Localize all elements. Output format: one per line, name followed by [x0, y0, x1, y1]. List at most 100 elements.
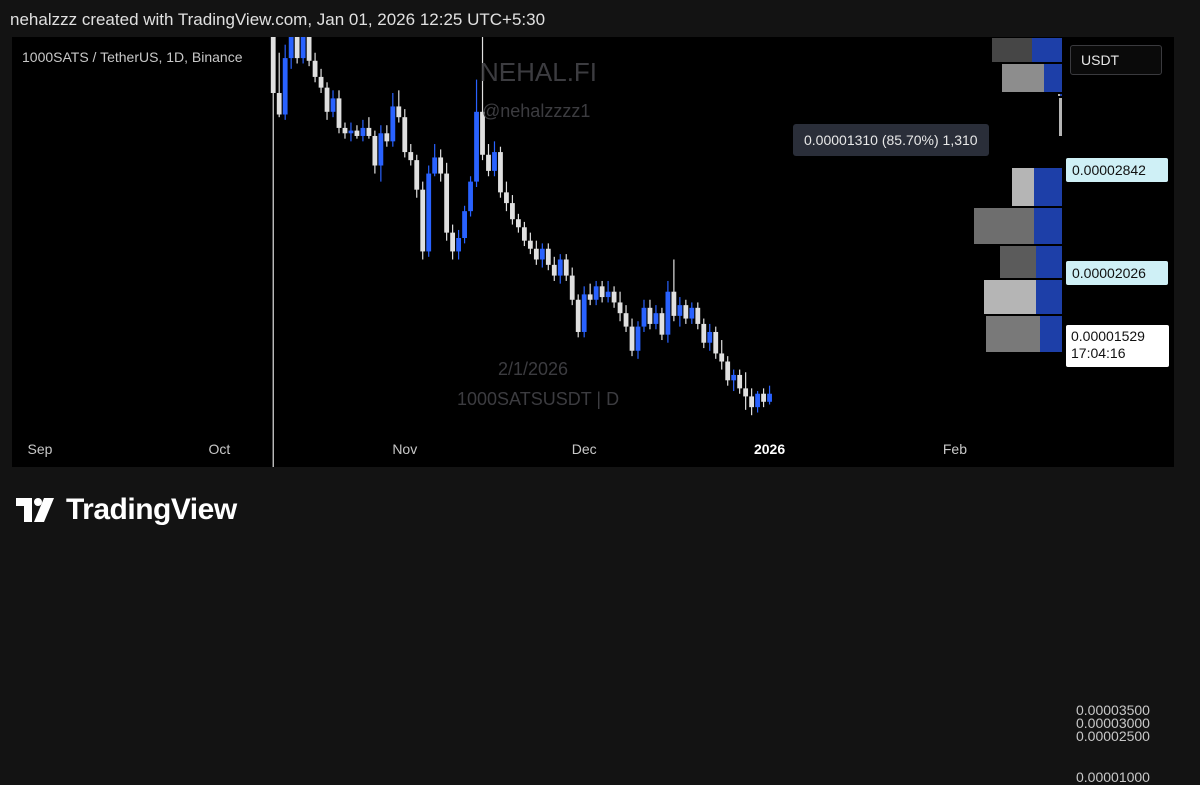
chart-panel[interactable]: NEHAL.FI @nehalzzzz1 2/1/2026 1000SATSUS… [12, 37, 1062, 467]
candle-body [336, 98, 342, 128]
candle [611, 286, 617, 308]
candle-body [462, 211, 467, 239]
candle [761, 388, 766, 408]
tradingview-logo[interactable]: TradingView [16, 490, 237, 530]
volume-profile-bar-down [974, 208, 1034, 244]
volume-profile-bar-down [984, 280, 1036, 314]
volume-profile-bar-down [1059, 98, 1062, 136]
candle-body [276, 93, 282, 115]
candle-body [486, 154, 491, 171]
volume-profile-bar-down [986, 316, 1040, 352]
candle [492, 141, 497, 177]
candle [707, 323, 713, 351]
candle-body [480, 111, 485, 155]
measure-label: 0.00001310 (85.70%) 1,310 [793, 124, 989, 156]
candle-body [635, 326, 641, 351]
candle-body [288, 37, 294, 59]
candle-body [545, 248, 551, 265]
candle [360, 119, 366, 142]
candle [288, 37, 294, 69]
price-chart-plot[interactable] [12, 37, 1062, 467]
price-label-lower: 0.00002026 [1066, 261, 1168, 285]
watermark-date: 2/1/2026 [498, 359, 569, 379]
candle-body [444, 173, 450, 233]
volume-profile-bar-down [992, 38, 1032, 62]
candle [366, 117, 372, 139]
candle-body [629, 326, 635, 351]
candle [486, 144, 491, 177]
candle [312, 52, 318, 83]
current-price-value: 0.00001529 [1071, 328, 1145, 344]
candle [348, 122, 354, 142]
candle [521, 221, 527, 247]
candle-body [719, 353, 725, 362]
candle-body [731, 374, 737, 381]
candle [767, 385, 772, 405]
candle-body [438, 157, 444, 174]
candle-body [270, 37, 276, 94]
candle [587, 283, 593, 306]
candle [438, 149, 444, 182]
price-label-upper: 0.00002842 [1066, 158, 1168, 182]
currency-selector-button[interactable]: USDT [1070, 45, 1162, 75]
candle [468, 176, 473, 217]
candle [474, 79, 479, 187]
candle [689, 302, 695, 324]
candle [516, 213, 521, 233]
candle-body [725, 361, 731, 381]
candle [276, 52, 282, 118]
candle [318, 68, 324, 94]
candle-body [498, 152, 503, 193]
x-axis-tick: Nov [392, 441, 418, 457]
candle [539, 243, 545, 268]
candle-body [354, 130, 360, 136]
candle-body [755, 393, 760, 408]
candle [300, 37, 306, 64]
candle-body [623, 313, 629, 327]
candle [755, 391, 760, 413]
candle-body [563, 259, 569, 276]
candle [557, 254, 563, 284]
candle [713, 326, 719, 359]
candle [282, 44, 288, 120]
symbol-legend[interactable]: 1000SATS / TetherUS, 1D, Binance [22, 49, 243, 65]
candle [372, 130, 378, 174]
candle [647, 299, 653, 330]
candle-body [749, 396, 755, 408]
candle [701, 318, 707, 349]
candle-body [414, 160, 420, 190]
candle-body [683, 305, 689, 319]
candle-body [677, 305, 683, 316]
candle-body [713, 331, 719, 354]
candle [635, 321, 641, 359]
candle-body [360, 127, 366, 136]
price-scale[interactable]: USDT 0.00003500 0.00003000 0.00002500 0.000… [1062, 37, 1174, 785]
candle [659, 307, 665, 341]
watermark-title: NEHAL.FI [480, 57, 598, 87]
candle [617, 291, 623, 322]
candle-body [342, 127, 348, 134]
candle-body [390, 106, 396, 142]
candle-body [671, 291, 677, 316]
candle-body [695, 307, 701, 324]
volume-profile-bar-up [1036, 280, 1062, 314]
candle-body [324, 87, 330, 112]
footer-brand-text: TradingView [66, 493, 237, 526]
volume-profile-bar-down [1002, 64, 1044, 92]
candle [665, 280, 671, 343]
volume-profile-bar-down [1012, 168, 1034, 206]
candle-body [384, 133, 390, 142]
candle [551, 256, 557, 281]
candle-body [330, 98, 336, 112]
candle [378, 125, 384, 182]
candle [330, 90, 336, 118]
candle-body [599, 286, 605, 298]
candle-body [420, 189, 426, 252]
candle-body [557, 259, 563, 276]
candle [414, 154, 420, 198]
candle [695, 302, 701, 330]
candle [354, 125, 360, 139]
candle [563, 254, 569, 281]
candle [527, 232, 533, 255]
candle [504, 181, 509, 212]
